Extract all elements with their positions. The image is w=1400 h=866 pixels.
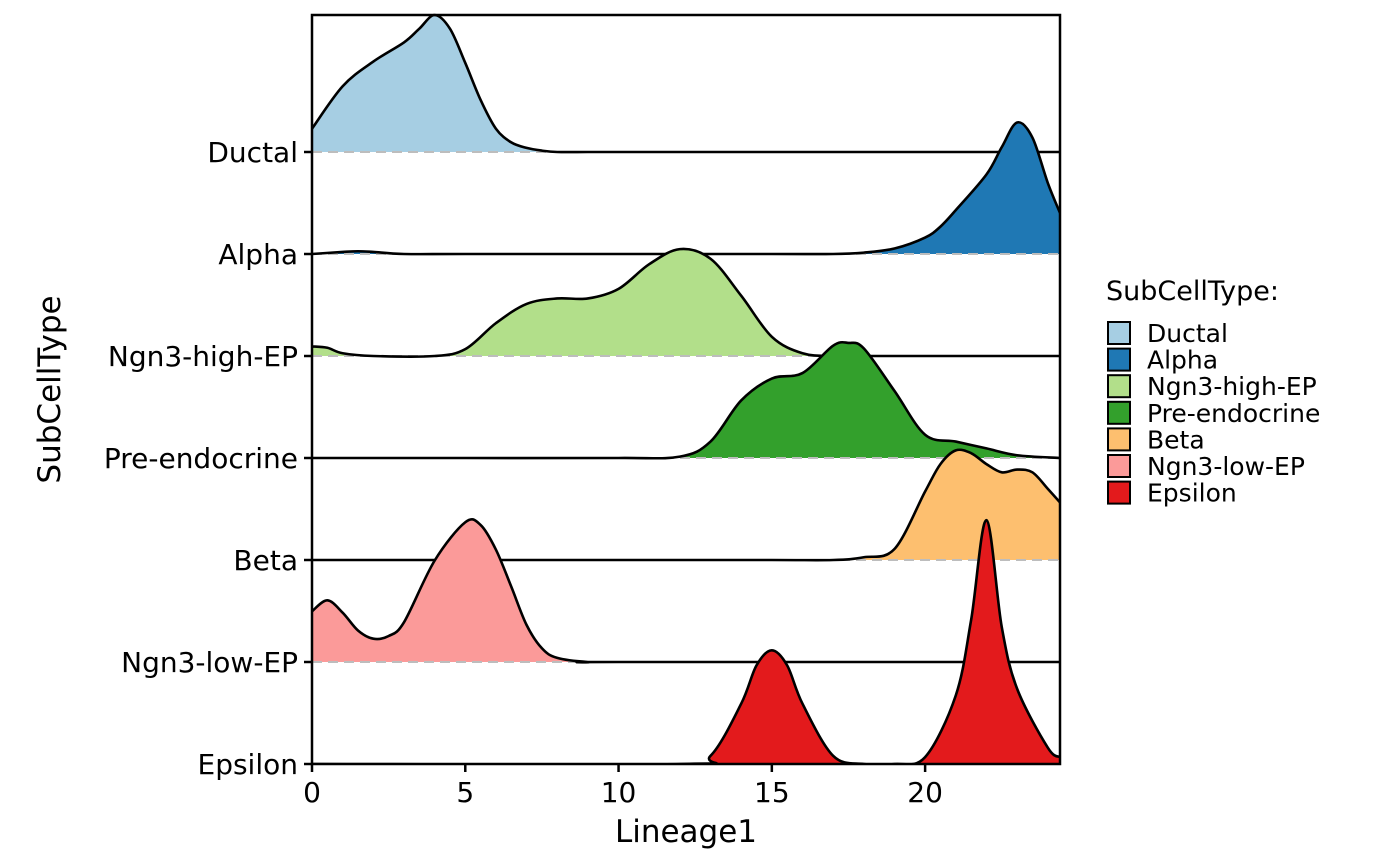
y-axis-title: SubCellType xyxy=(32,295,68,483)
y-tick-label: Epsilon xyxy=(198,748,299,781)
legend-swatch xyxy=(1108,322,1130,344)
legend-swatch xyxy=(1108,375,1130,397)
legend-swatch xyxy=(1108,428,1130,450)
x-tick-label: 10 xyxy=(601,776,637,809)
x-axis-title: Lineage1 xyxy=(615,814,757,850)
legend-item: Beta xyxy=(1108,425,1205,454)
y-tick-label: Ngn3-low-EP xyxy=(121,646,298,679)
legend-label: Ductal xyxy=(1147,319,1228,348)
x-tick-label: 0 xyxy=(303,776,321,809)
legend-swatch xyxy=(1108,349,1130,371)
legend-label: Ngn3-low-EP xyxy=(1147,452,1305,481)
legend-swatch xyxy=(1108,402,1130,424)
x-tick-label: 5 xyxy=(456,776,474,809)
y-tick-label: Ductal xyxy=(207,136,298,169)
legend-label: Ngn3-high-EP xyxy=(1147,372,1317,401)
ridgeline-chart: 0 5 10 15 20 Ductal Alpha Ngn3-high-EP Pre-endo… xyxy=(0,0,1400,866)
legend-item: Alpha xyxy=(1108,346,1218,375)
legend-label: Beta xyxy=(1147,425,1205,454)
x-tick-label: 20 xyxy=(907,776,943,809)
y-tick-label: Beta xyxy=(233,544,298,577)
x-tick-label: 15 xyxy=(754,776,790,809)
legend-item: Ductal xyxy=(1108,319,1228,348)
legend-title: SubCellType: xyxy=(1106,276,1279,307)
y-tick-label: Pre-endocrine xyxy=(104,442,298,475)
y-tick-label: Alpha xyxy=(218,238,298,271)
legend-label: Alpha xyxy=(1147,346,1218,375)
legend-swatch xyxy=(1108,455,1130,477)
legend-item: Epsilon xyxy=(1108,479,1237,508)
legend-swatch xyxy=(1108,482,1130,504)
legend-label: Epsilon xyxy=(1147,479,1237,508)
legend-label: Pre-endocrine xyxy=(1147,399,1320,428)
y-tick-label: Ngn3-high-EP xyxy=(108,340,298,373)
chart-canvas: 0 5 10 15 20 DuctalAlphaNgn3-high-EPPre-endo… xyxy=(0,0,1400,866)
